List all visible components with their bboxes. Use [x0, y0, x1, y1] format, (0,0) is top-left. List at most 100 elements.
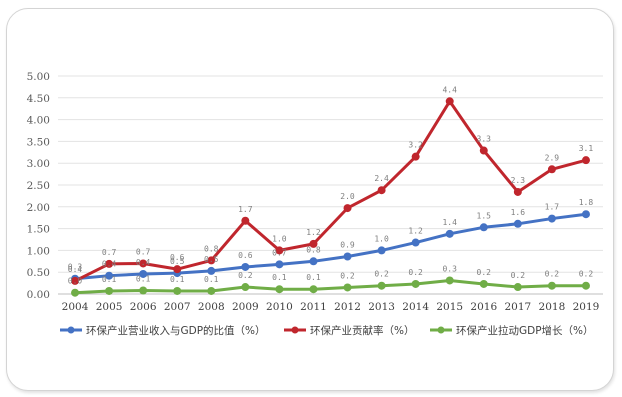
data-point	[173, 286, 182, 295]
data-point	[241, 262, 250, 271]
x-tick-label: 2004	[62, 301, 89, 313]
data-label: 0.2	[374, 270, 389, 279]
data-point	[207, 256, 216, 265]
x-tick-label: 2012	[334, 301, 361, 313]
data-point	[377, 186, 386, 195]
data-label: 0.7	[272, 248, 287, 257]
y-tick-label: 4.00	[27, 115, 50, 127]
y-axis-ticks: 0.00 0.50 1.00 1.50 2.00 2.50 3.00 3.50 4.00 4.50…	[27, 71, 50, 301]
x-axis-ticks: 2004 2005 2006 2007 2008 2009 2010 2011 2012 2013…	[62, 301, 600, 313]
data-point	[377, 281, 386, 290]
legend-label: 环保产业贡献率（%）	[310, 324, 414, 337]
data-label: 0.4	[68, 265, 83, 274]
data-point	[547, 281, 556, 290]
data-label: 0.2	[340, 271, 355, 280]
data-point	[411, 279, 420, 288]
data-label: 0.0	[68, 277, 83, 286]
data-label: 0.1	[136, 275, 151, 284]
data-point	[581, 210, 590, 219]
data-label: 1.0	[374, 234, 389, 243]
data-label: 1.2	[306, 228, 321, 237]
series-group	[71, 97, 590, 297]
data-point	[105, 259, 114, 268]
legend-marker	[437, 326, 445, 334]
data-label: 0.6	[170, 253, 185, 262]
legend-marker	[291, 326, 299, 334]
data-label: 0.7	[136, 247, 151, 256]
data-label: 0.2	[408, 268, 423, 277]
data-point	[547, 214, 556, 223]
data-point	[445, 276, 454, 285]
data-point	[479, 223, 488, 232]
x-tick-label: 2016	[470, 301, 497, 313]
data-point	[581, 156, 590, 165]
data-label: 1.2	[408, 227, 423, 236]
data-label: 0.2	[238, 271, 253, 280]
x-tick-label: 2009	[232, 301, 259, 313]
data-point	[207, 266, 216, 275]
data-label: 2.4	[374, 174, 389, 183]
data-label: 3.1	[579, 144, 594, 153]
y-tick-label: 2.50	[27, 180, 50, 192]
data-point	[241, 283, 250, 292]
chart-card	[6, 8, 614, 391]
data-label: 0.3	[68, 263, 83, 272]
data-label: 0.1	[170, 275, 185, 284]
data-label: 0.2	[477, 268, 492, 277]
data-point	[71, 276, 80, 285]
data-labels: 0.3 0.4 0.4 0.5 0.5 0.6 0.7 0.80.91.01.21.41.5 1…	[68, 85, 594, 285]
data-point	[343, 204, 352, 213]
y-tick-label: 1.00	[27, 245, 50, 257]
data-label: 1.6	[511, 208, 526, 217]
data-point	[139, 269, 148, 278]
y-tick-label: 2.00	[27, 202, 50, 214]
data-label: 1.5	[477, 211, 492, 220]
data-point	[275, 246, 284, 255]
data-label: 0.1	[204, 275, 219, 284]
data-label: 0.8	[306, 245, 321, 254]
data-point	[309, 239, 318, 248]
y-tick-label: 1.50	[27, 224, 50, 236]
y-tick-label: 4.50	[27, 93, 50, 105]
x-tick-label: 2014	[402, 301, 429, 313]
data-point	[105, 271, 114, 280]
data-label: 3.2	[408, 141, 423, 150]
data-point	[343, 283, 352, 292]
data-point	[275, 285, 284, 294]
data-label: 2.9	[545, 153, 560, 162]
legend-label: 环保产业拉动GDP增长（%）	[456, 324, 594, 337]
y-tick-label: 5.00	[27, 71, 50, 83]
x-tick-label: 2008	[198, 301, 225, 313]
data-label: 1.0	[272, 234, 287, 243]
x-tick-label: 2006	[130, 301, 157, 313]
x-tick-label: 2018	[539, 301, 566, 313]
data-label: 0.4	[102, 260, 117, 269]
data-point	[275, 260, 284, 269]
data-label: 0.9	[340, 241, 355, 250]
data-label: 3.3	[477, 135, 492, 144]
data-point	[513, 283, 522, 292]
data-point	[207, 286, 216, 295]
data-label: 0.8	[204, 244, 219, 253]
data-point	[105, 286, 114, 295]
data-label: 0.4	[136, 258, 151, 267]
data-label: 4.4	[442, 85, 457, 94]
data-point	[377, 246, 386, 255]
series-line	[74, 278, 586, 295]
data-label: 2.0	[340, 192, 355, 201]
data-label: 0.6	[238, 251, 253, 260]
x-tick-label: 2013	[368, 301, 395, 313]
series-line	[74, 99, 587, 283]
data-label: 1.7	[238, 205, 253, 214]
data-point	[479, 146, 488, 155]
data-point	[513, 219, 522, 228]
y-tick-label: 3.50	[27, 136, 50, 148]
data-label: 1.8	[579, 198, 594, 207]
data-label: 0.3	[442, 264, 457, 273]
data-label: 0.2	[545, 270, 560, 279]
x-tick-label: 2007	[164, 301, 191, 313]
data-point	[445, 229, 454, 238]
data-label: 0.2	[579, 270, 594, 279]
legend-label: 环保产业营业收入与GDP的比值（%）	[86, 324, 266, 337]
data-label: 2.3	[511, 176, 526, 185]
